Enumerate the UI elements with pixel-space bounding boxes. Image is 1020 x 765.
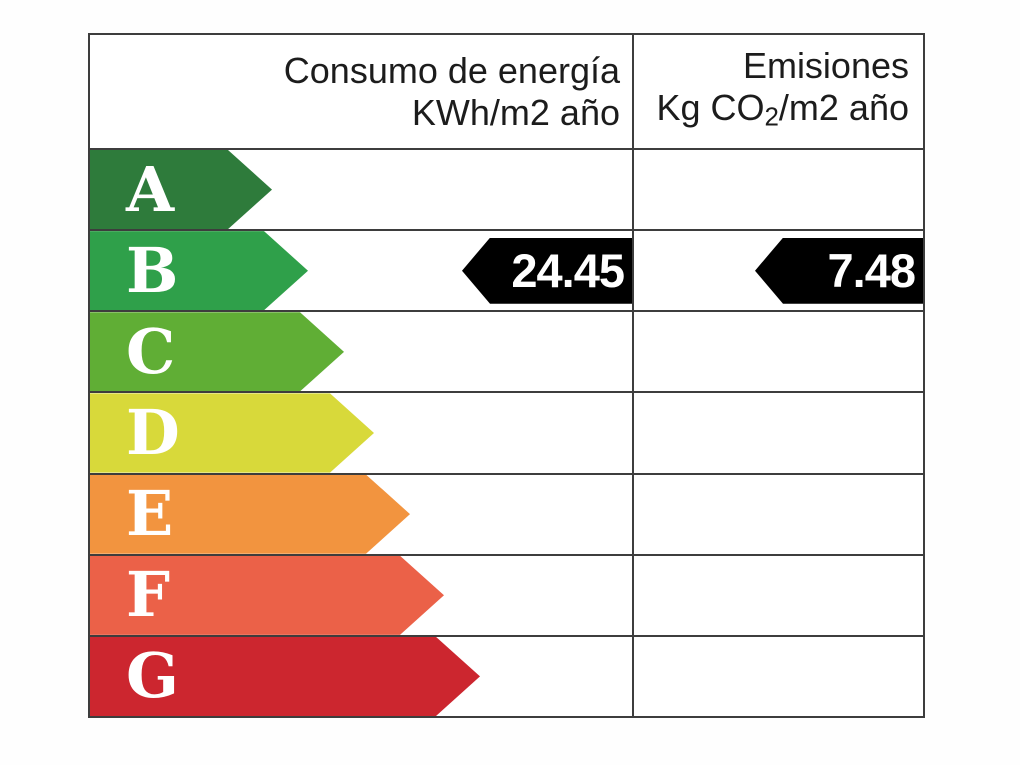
emisiones-value-arrow: 7.48: [755, 237, 923, 304]
rating-letter-a: A: [126, 152, 175, 226]
rating-letter-c: C: [126, 314, 176, 388]
rating-letter-b: B: [126, 233, 179, 307]
table-header: Consumo de energía KWh/m2 año Emisiones …: [90, 35, 923, 148]
column-divider: [632, 35, 634, 716]
rating-bar-e: E: [90, 475, 410, 554]
rating-bar-b: B: [90, 231, 308, 310]
emisiones-value: 7.48: [827, 244, 916, 298]
header-consumo-title: Consumo de energía: [283, 49, 620, 91]
rating-row-d: D: [90, 391, 923, 472]
header-consumo-units: KWh/m2 año: [411, 91, 620, 133]
rating-row-e: E: [90, 472, 923, 554]
rating-row-c: C: [90, 310, 923, 391]
rating-letter-d: D: [126, 395, 180, 469]
rating-bar-c: C: [90, 312, 344, 391]
rating-table: Consumo de energía KWh/m2 año Emisiones …: [88, 33, 925, 718]
consumo-value: 24.45: [511, 244, 625, 298]
rating-letter-e: E: [126, 477, 174, 551]
rating-letter-g: G: [126, 639, 179, 713]
co2-subscript: 2: [764, 103, 779, 132]
header-emisiones-units: Kg CO2/m2 año: [656, 87, 909, 139]
header-consumo: Consumo de energía KWh/m2 año: [90, 35, 632, 148]
rating-row-g: G: [90, 634, 923, 716]
rating-row-f: F: [90, 553, 923, 635]
rating-bar-f: F: [90, 556, 444, 635]
rating-row-b: B 24.45 7.48: [90, 229, 923, 310]
emisiones-units-post: /m2 año: [778, 86, 909, 128]
rating-bar-a: A: [90, 150, 272, 229]
rating-bar-g: G: [90, 637, 480, 716]
header-emisiones: Emisiones Kg CO2/m2 año: [632, 35, 923, 148]
rating-row-a: A: [90, 148, 923, 229]
rating-bar-d: D: [90, 393, 374, 472]
emisiones-units-pre: Kg CO: [656, 86, 765, 128]
header-emisiones-title: Emisiones: [742, 44, 909, 86]
consumo-value-arrow: 24.45: [462, 237, 632, 304]
rating-letter-f: F: [126, 558, 171, 632]
